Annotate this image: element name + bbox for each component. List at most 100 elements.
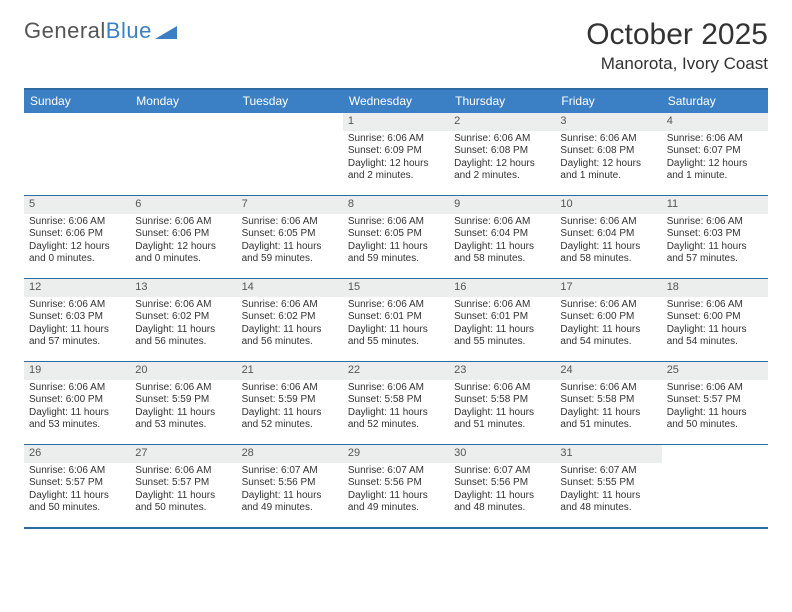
day-number: 9 bbox=[449, 196, 555, 214]
sunset-line: Sunset: 5:56 PM bbox=[242, 477, 338, 490]
sunset-line: Sunset: 6:03 PM bbox=[29, 311, 125, 324]
sunset-line: Sunset: 5:58 PM bbox=[348, 394, 444, 407]
day-body: Sunrise: 6:06 AMSunset: 6:06 PMDaylight:… bbox=[130, 214, 236, 270]
daylight-line: Daylight: 11 hours and 48 minutes. bbox=[454, 490, 550, 515]
day-body: Sunrise: 6:06 AMSunset: 6:03 PMDaylight:… bbox=[24, 297, 130, 353]
day-cell: 15Sunrise: 6:06 AMSunset: 6:01 PMDayligh… bbox=[343, 279, 449, 361]
day-cell: . bbox=[130, 113, 236, 195]
sunset-line: Sunset: 6:00 PM bbox=[560, 311, 656, 324]
day-number: 6 bbox=[130, 196, 236, 214]
week-row: ...1Sunrise: 6:06 AMSunset: 6:09 PMDayli… bbox=[24, 113, 768, 195]
week-row: 19 Sunrise: 6:06 AM Sunset: 6:00 PM Dayligh… bbox=[24, 361, 768, 444]
day-cell: 17 Sunrise: 6:06 AMSunset: 6:00 PMDayligh… bbox=[555, 279, 661, 361]
sunset-line: Sunset: 6:02 PM bbox=[135, 311, 231, 324]
day-body: Sunrise: 6:06 AMSunset: 6:03 PMDaylight:… bbox=[662, 214, 768, 270]
sunset-line: Sunset: 6:00 PM bbox=[29, 394, 125, 407]
daylight-line: Daylight: 11 hours and 52 minutes. bbox=[242, 407, 338, 432]
daylight-line: Daylight: 11 hours and 49 minutes. bbox=[242, 490, 338, 515]
day-cell: 12Sunrise: 6:06 AMSunset: 6:03 PMDayligh… bbox=[24, 279, 130, 361]
month-title: October 2025 bbox=[586, 18, 768, 52]
day-number: 20 bbox=[130, 362, 236, 380]
day-number: 1 bbox=[343, 113, 449, 131]
sunset-line: Sunset: 5:58 PM bbox=[454, 394, 550, 407]
sunset-line: Sunset: 6:06 PM bbox=[135, 228, 231, 241]
daylight-line: Daylight: 12 hours and 0 minutes. bbox=[29, 241, 125, 266]
sunset-line: Sunset: 6:00 PM bbox=[667, 311, 763, 324]
day-body: Sunrise: 6:06 AMSunset: 6:08 PMDaylight:… bbox=[555, 131, 661, 187]
sunrise-line: Sunrise: 6:06 AM bbox=[29, 465, 125, 478]
day-body: Sunrise: 6:06 AMSunset: 5:58 PMDaylight:… bbox=[449, 380, 555, 436]
sunrise-line: Sunrise: 6:06 AM bbox=[348, 382, 444, 395]
sunrise-line: Sunrise: 6:06 AM bbox=[454, 216, 550, 229]
daylight-line: Daylight: 11 hours and 48 minutes. bbox=[560, 490, 656, 515]
day-number: 2 bbox=[449, 113, 555, 131]
daylight-line: Daylight: 11 hours and 59 minutes. bbox=[242, 241, 338, 266]
daylight-line: Daylight: 11 hours and 56 minutes. bbox=[242, 324, 338, 349]
day-cell: 13Sunrise: 6:06 AMSunset: 6:02 PMDayligh… bbox=[130, 279, 236, 361]
daylight-line: Daylight: 12 hours and 2 minutes. bbox=[348, 158, 444, 183]
day-number: 26 bbox=[24, 445, 130, 463]
daylight-line: Daylight: 11 hours and 55 minutes. bbox=[348, 324, 444, 349]
day-number: 19 bbox=[24, 362, 130, 380]
sunrise-line: Sunrise: 6:06 AM bbox=[135, 465, 231, 478]
day-body: Sunrise: 6:06 AMSunset: 6:05 PMDaylight:… bbox=[237, 214, 343, 270]
day-number: 28 bbox=[237, 445, 343, 463]
header: GeneralBlue October 2025 Manorota, Ivory… bbox=[24, 18, 768, 74]
day-cell: 29Sunrise: 6:07 AMSunset: 5:56 PMDayligh… bbox=[343, 445, 449, 527]
sunrise-line: Sunrise: 6:06 AM bbox=[560, 299, 656, 312]
day-cell: 1Sunrise: 6:06 AMSunset: 6:09 PMDaylight… bbox=[343, 113, 449, 195]
day-number: 31 bbox=[555, 445, 661, 463]
day-cell: 11Sunrise: 6:06 AMSunset: 6:03 PMDayligh… bbox=[662, 196, 768, 278]
daylight-line: Daylight: 11 hours and 57 minutes. bbox=[29, 324, 125, 349]
logo: GeneralBlue bbox=[24, 18, 177, 44]
daylight-line: Daylight: 11 hours and 54 minutes. bbox=[667, 324, 763, 349]
day-cell: . bbox=[24, 113, 130, 195]
sunrise-line: Sunrise: 6:06 AM bbox=[454, 382, 550, 395]
day-number: 15 bbox=[343, 279, 449, 297]
day-number: 13 bbox=[130, 279, 236, 297]
sunrise-line: Sunrise: 6:06 AM bbox=[29, 216, 125, 229]
day-cell: 27Sunrise: 6:06 AMSunset: 5:57 PMDayligh… bbox=[130, 445, 236, 527]
day-body: Sunrise: 6:07 AMSunset: 5:56 PMDaylight:… bbox=[343, 463, 449, 519]
day-number: 4 bbox=[662, 113, 768, 131]
daylight-line: Daylight: 12 hours and 1 minute. bbox=[560, 158, 656, 183]
day-body: Sunrise: 6:06 AMSunset: 6:01 PMDaylight:… bbox=[343, 297, 449, 353]
day-cell: 7Sunrise: 6:06 AMSunset: 6:05 PMDaylight… bbox=[237, 196, 343, 278]
day-cell: 30Sunrise: 6:07 AMSunset: 5:56 PMDayligh… bbox=[449, 445, 555, 527]
day-header-cell: Tuesday bbox=[237, 90, 343, 113]
sunset-line: Sunset: 6:04 PM bbox=[560, 228, 656, 241]
sunrise-line: Sunrise: 6:06 AM bbox=[560, 133, 656, 146]
daylight-line: Daylight: 12 hours and 2 minutes. bbox=[454, 158, 550, 183]
sunset-line: Sunset: 6:05 PM bbox=[348, 228, 444, 241]
day-cell: 8Sunrise: 6:06 AMSunset: 6:05 PMDaylight… bbox=[343, 196, 449, 278]
day-cell: . bbox=[662, 445, 768, 527]
sunset-line: Sunset: 5:56 PM bbox=[348, 477, 444, 490]
day-number: 7 bbox=[237, 196, 343, 214]
daylight-line: Daylight: 11 hours and 54 minutes. bbox=[560, 324, 656, 349]
day-body: Sunrise: 6:06 AMSunset: 6:08 PMDaylight:… bbox=[449, 131, 555, 187]
day-body: Sunrise: 6:06 AMSunset: 6:06 PMDaylight:… bbox=[24, 214, 130, 270]
day-cell: 26Sunrise: 6:06 AMSunset: 5:57 PMDayligh… bbox=[24, 445, 130, 527]
day-cell: 2Sunrise: 6:06 AMSunset: 6:08 PMDaylight… bbox=[449, 113, 555, 195]
sunrise-line: Sunrise: 6:06 AM bbox=[242, 216, 338, 229]
daylight-line: Daylight: 11 hours and 51 minutes. bbox=[560, 407, 656, 432]
sunset-line: Sunset: 6:08 PM bbox=[560, 145, 656, 158]
sunset-line: Sunset: 6:08 PM bbox=[454, 145, 550, 158]
day-number: 11 bbox=[662, 196, 768, 214]
day-number: 17 bbox=[555, 279, 661, 297]
daylight-line: Daylight: 11 hours and 52 minutes. bbox=[348, 407, 444, 432]
calendar-page: GeneralBlue October 2025 Manorota, Ivory… bbox=[0, 0, 792, 529]
location: Manorota, Ivory Coast bbox=[586, 54, 768, 74]
daylight-line: Daylight: 11 hours and 50 minutes. bbox=[135, 490, 231, 515]
sunrise-line: Sunrise: 6:06 AM bbox=[348, 133, 444, 146]
day-cell: . bbox=[237, 113, 343, 195]
sunrise-line: Sunrise: 6:06 AM bbox=[667, 382, 763, 395]
day-cell: 10Sunrise: 6:06 AMSunset: 6:04 PMDayligh… bbox=[555, 196, 661, 278]
day-cell: 21Sunrise: 6:06 AMSunset: 5:59 PMDayligh… bbox=[237, 362, 343, 444]
day-body: Sunrise: 6:06 AMSunset: 5:57 PMDaylight:… bbox=[130, 463, 236, 519]
day-cell: 4Sunrise: 6:06 AMSunset: 6:07 PMDaylight… bbox=[662, 113, 768, 195]
day-cell: 31Sunrise: 6:07 AMSunset: 5:55 PMDayligh… bbox=[555, 445, 661, 527]
day-number: 12 bbox=[24, 279, 130, 297]
day-header-cell: Saturday bbox=[662, 90, 768, 113]
day-body: Sunrise: 6:07 AMSunset: 5:55 PMDaylight:… bbox=[555, 463, 661, 519]
